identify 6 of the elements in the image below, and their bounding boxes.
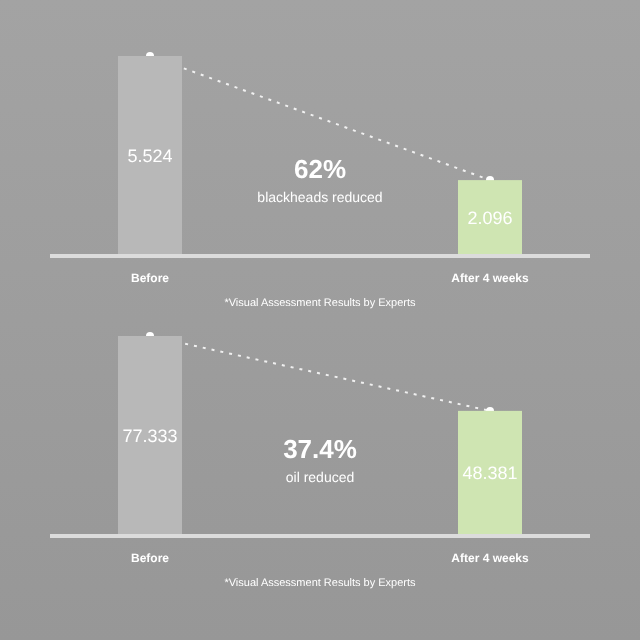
data-label: 48.381 xyxy=(462,463,518,484)
annotation: 37.4% xyxy=(283,434,358,464)
data-label: 2.096 xyxy=(467,208,513,229)
annotation: 62% xyxy=(293,154,347,184)
data-label: 77.333 xyxy=(122,426,178,446)
data-label: 5.524 xyxy=(127,146,173,166)
